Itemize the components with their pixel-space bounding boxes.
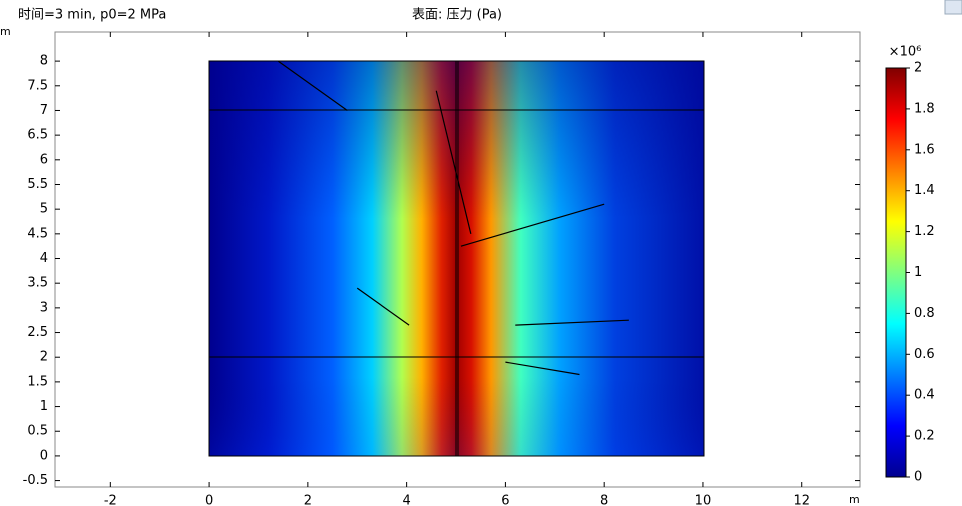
x-axis-unit: m xyxy=(849,493,860,506)
x-tick-label: 8 xyxy=(600,494,608,506)
colorbar-tick-label: 0.2 xyxy=(914,429,935,444)
x-tick-label: 12 xyxy=(793,494,810,506)
colorbar-multiplier: ×10⁶ xyxy=(889,45,922,60)
toolbar-icon[interactable] xyxy=(944,0,962,15)
y-tick-label: -0.5 xyxy=(23,473,48,488)
y-tick-label: 0.5 xyxy=(27,424,48,439)
y-tick-label: 1 xyxy=(40,399,48,414)
colorbar-tick-label: 2 xyxy=(914,61,922,76)
chart-title: 表面: 压力 (Pa) xyxy=(412,8,502,23)
colorbar-tick-label: 0.8 xyxy=(914,306,935,321)
y-tick-label: 4 xyxy=(40,251,48,266)
y-tick-label: 1.5 xyxy=(27,374,48,389)
x-tick-label: 10 xyxy=(695,494,712,506)
y-tick-label: 8 xyxy=(40,54,48,69)
y-tick-label: 0 xyxy=(40,448,48,463)
colorbar-tick-label: 0 xyxy=(914,470,922,485)
y-tick-label: 5.5 xyxy=(27,177,48,192)
y-tick-label: 6.5 xyxy=(27,128,48,143)
y-axis-unit: m xyxy=(0,25,11,38)
y-tick-label: 7 xyxy=(40,103,48,118)
colorbar-tick-label: 1 xyxy=(914,265,922,280)
y-tick-label: 2 xyxy=(40,350,48,365)
y-tick-label: 5 xyxy=(40,202,48,217)
plot-frame xyxy=(54,31,861,488)
colorbar-tick-label: 0.4 xyxy=(914,388,935,403)
y-tick-label: 2.5 xyxy=(27,325,48,340)
colorbar-tick-label: 1.2 xyxy=(914,224,935,239)
subtitle: 时间=3 min, p0=2 MPa xyxy=(18,8,166,23)
fracture xyxy=(460,203,605,247)
fracture xyxy=(505,361,580,376)
x-tick-label: 2 xyxy=(304,494,312,506)
colorbar-tick-label: 0.6 xyxy=(914,347,935,362)
y-tick-label: 7.5 xyxy=(27,78,48,93)
y-tick-label: 6 xyxy=(40,152,48,167)
colorbar-tick-label: 1.4 xyxy=(914,183,935,198)
y-tick-label: 3 xyxy=(40,300,48,315)
colorbar-tick-label: 1.8 xyxy=(914,101,935,116)
colorbar-tick-label: 1.6 xyxy=(914,142,935,157)
fracture xyxy=(356,287,410,326)
x-tick-label: 0 xyxy=(205,494,213,506)
x-tick-label: -2 xyxy=(104,494,117,506)
x-tick-label: 6 xyxy=(501,494,509,506)
fracture xyxy=(435,90,472,234)
x-tick-label: 4 xyxy=(402,494,410,506)
colorbar xyxy=(885,67,907,478)
y-tick-label: 4.5 xyxy=(27,226,48,241)
fracture xyxy=(277,60,348,111)
fracture xyxy=(515,319,629,326)
y-tick-label: 3.5 xyxy=(27,276,48,291)
